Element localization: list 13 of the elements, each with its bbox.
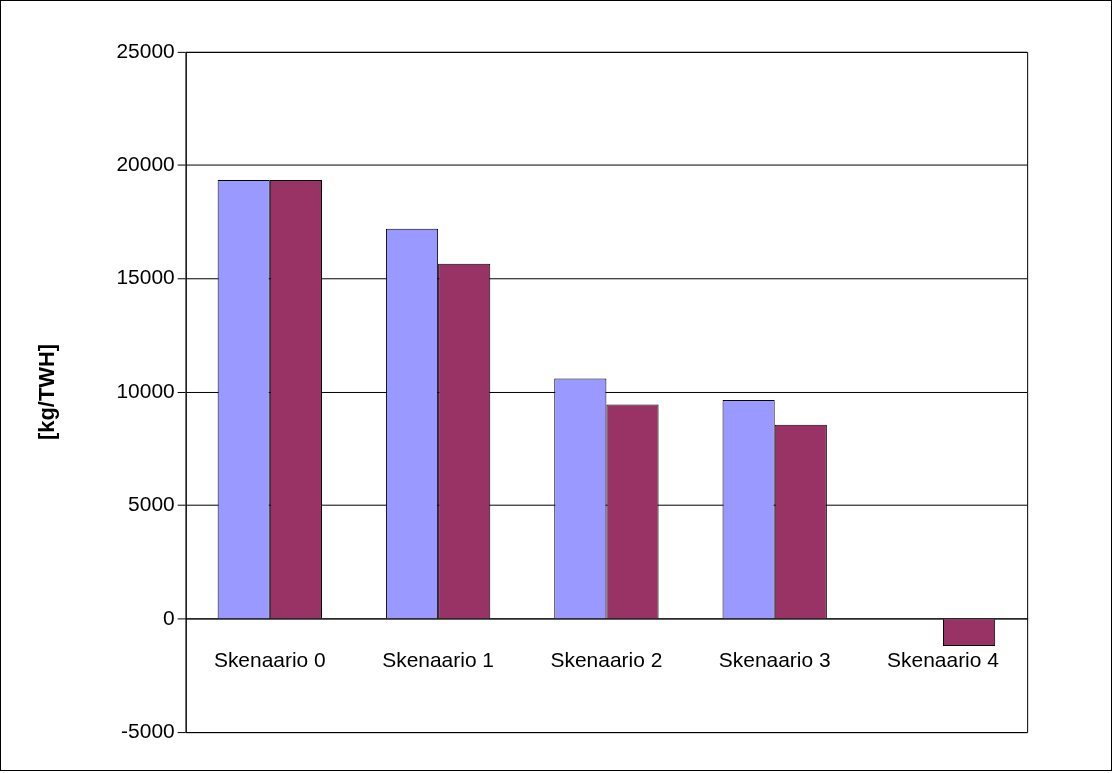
y-tick-label: 5000 xyxy=(128,492,175,516)
y-tick-label: -5000 xyxy=(121,718,175,742)
x-tick-label: Skenaario 3 xyxy=(718,648,831,671)
y-tick-label: 20000 xyxy=(116,152,175,176)
x-tick-label: Skenaario 0 xyxy=(213,648,326,671)
y-axis-title: [kg/TWH] xyxy=(34,343,60,441)
y-tick-label: 15000 xyxy=(116,265,175,289)
x-tick-label: Skenaario 1 xyxy=(382,648,495,671)
x-tick-label: Skenaario 2 xyxy=(550,648,663,671)
y-tick-label: 10000 xyxy=(116,378,175,402)
y-tick-label: 0 xyxy=(163,605,175,629)
y-tick-label: 25000 xyxy=(116,38,175,62)
x-tick-label: Skenaario 4 xyxy=(887,648,1000,671)
